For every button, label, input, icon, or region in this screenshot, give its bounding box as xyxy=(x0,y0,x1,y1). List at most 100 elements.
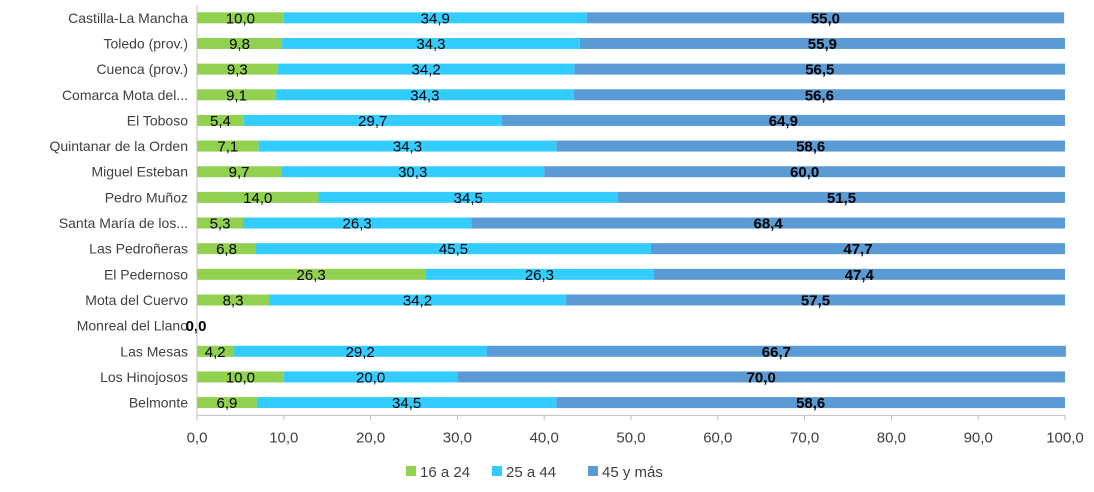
data-label-25-a-44-los-hinojosos: 20,0 xyxy=(356,369,385,386)
legend-swatch-45-y-mas xyxy=(588,466,598,476)
x-tick-label: 90,0 xyxy=(964,429,993,446)
data-label-25-a-44-castilla-la-mancha: 34,9 xyxy=(421,10,450,27)
data-label-45-y-mas-miguel-esteban: 60,0 xyxy=(790,164,819,181)
bar-16-a-24-santa-maria-de-los xyxy=(197,217,244,229)
bar-25-a-44-el-toboso xyxy=(243,114,502,126)
data-label-45-y-mas-las-pedroneras: 47,7 xyxy=(843,241,872,258)
bar-25-a-44-las-pedroneras xyxy=(256,243,651,255)
data-label-16-a-24-las-mesas: 4,2 xyxy=(205,344,226,361)
bar-16-a-24-pedro-munoz xyxy=(197,191,319,203)
data-label-25-a-44-miguel-esteban: 30,3 xyxy=(398,164,427,181)
data-label-16-a-24-las-pedroneras: 6,8 xyxy=(216,241,237,258)
data-label-45-y-mas-pedro-munoz: 51,5 xyxy=(827,190,856,207)
legend-label-25-a-44: 25 a 44 xyxy=(506,464,556,481)
bar-16-a-24-los-hinojosos xyxy=(197,371,284,383)
bar-45-y-mas-castilla-la-mancha xyxy=(586,12,1065,24)
legend-label-45-y-mas: 45 y más xyxy=(602,464,663,481)
data-label-25-a-44-mota-del-cuervo: 34,2 xyxy=(403,292,432,309)
bar-25-a-44-cuenca-prov xyxy=(277,63,575,75)
bar-16-a-24-belmonte xyxy=(197,397,257,409)
bar-45-y-mas-miguel-esteban xyxy=(544,166,1065,178)
data-label-16-a-24-cuenca-prov: 9,3 xyxy=(227,62,248,79)
bar-25-a-44-pedro-munoz xyxy=(318,191,618,203)
data-label-25-a-44-el-pedernoso: 26,3 xyxy=(525,267,554,284)
category-label-mota-del-cuervo: Mota del Cuervo xyxy=(85,292,188,308)
bar-16-a-24-mota-del-cuervo xyxy=(197,294,270,306)
data-label-45-y-mas-toledo-prov: 55,9 xyxy=(808,36,837,53)
x-tick-label: 30,0 xyxy=(443,429,472,446)
bar-45-y-mas-mota-del-cuervo xyxy=(565,294,1065,306)
x-tick-label: 70,0 xyxy=(790,429,819,446)
data-label-25-a-44-las-mesas: 29,2 xyxy=(346,344,375,361)
data-label-16-a-24-el-toboso: 5,4 xyxy=(210,113,231,130)
category-label-toledo-prov: Toledo (prov.) xyxy=(103,35,188,51)
bar-45-y-mas-quintanar-de-la-orden xyxy=(556,140,1065,152)
bar-45-y-mas-los-hinojosos xyxy=(457,371,1065,383)
bar-16-a-24-el-pedernoso xyxy=(197,268,426,280)
bar-45-y-mas-el-pedernoso xyxy=(653,268,1065,280)
category-label-las-pedroneras: Las Pedroñeras xyxy=(89,241,188,257)
category-label-quintanar-de-la-orden: Quintanar de la Orden xyxy=(49,138,188,154)
bar-16-a-24-quintanar-de-la-orden xyxy=(197,140,259,152)
bar-45-y-mas-las-mesas xyxy=(486,345,1066,357)
bar-16-a-24-castilla-la-mancha xyxy=(197,12,284,24)
bar-45-y-mas-santa-maria-de-los xyxy=(471,217,1066,229)
x-tick-label: 0,0 xyxy=(187,429,208,446)
data-label-16-a-24-mota-del-cuervo: 8,3 xyxy=(223,292,244,309)
data-label-25-a-44-pedro-munoz: 34,5 xyxy=(454,190,483,207)
data-label-45-y-mas-los-hinojosos: 70,0 xyxy=(747,369,776,386)
category-label-monreal-del-llano: Monreal del Llano xyxy=(77,318,189,334)
legend-swatch-25-a-44 xyxy=(492,466,502,476)
category-label-comarca-mota-del: Comarca Mota del... xyxy=(62,87,188,103)
bar-16-a-24-las-mesas xyxy=(197,345,234,357)
data-label-16-a-24-monreal-del-llano: 0,0 xyxy=(186,318,207,335)
category-label-el-pedernoso: El Pedernoso xyxy=(104,266,188,282)
bar-45-y-mas-belmonte xyxy=(556,397,1065,409)
data-label-45-y-mas-castilla-la-mancha: 55,0 xyxy=(811,10,840,27)
data-label-45-y-mas-el-toboso: 64,9 xyxy=(769,113,798,130)
data-label-16-a-24-los-hinojosos: 10,0 xyxy=(226,369,255,386)
bar-25-a-44-santa-maria-de-los xyxy=(243,217,472,229)
bar-25-a-44-las-mesas xyxy=(233,345,487,357)
bar-45-y-mas-el-toboso xyxy=(501,114,1066,126)
bar-25-a-44-los-hinojosos xyxy=(283,371,458,383)
bar-16-a-24-comarca-mota-del xyxy=(197,89,276,101)
bar-16-a-24-toledo-prov xyxy=(197,37,283,49)
x-tick-label: 60,0 xyxy=(703,429,732,446)
data-label-45-y-mas-mota-del-cuervo: 57,5 xyxy=(801,292,830,309)
legend-swatch-16-a-24 xyxy=(406,466,416,476)
data-label-25-a-44-belmonte: 34,5 xyxy=(392,395,421,412)
data-label-45-y-mas-cuenca-prov: 56,5 xyxy=(805,62,834,79)
category-label-los-hinojosos: Los Hinojosos xyxy=(100,369,188,385)
category-label-belmonte: Belmonte xyxy=(129,395,188,411)
data-label-25-a-44-toledo-prov: 34,3 xyxy=(416,36,445,53)
category-label-castilla-la-mancha: Castilla-La Mancha xyxy=(68,10,188,26)
data-label-45-y-mas-el-pedernoso: 47,4 xyxy=(845,267,875,284)
data-label-25-a-44-comarca-mota-del: 34,3 xyxy=(410,87,439,104)
legend-label-16-a-24: 16 a 24 xyxy=(420,464,470,481)
x-tick-label: 80,0 xyxy=(877,429,906,446)
bar-25-a-44-miguel-esteban xyxy=(281,166,545,178)
data-label-25-a-44-cuenca-prov: 34,2 xyxy=(412,62,441,79)
bar-45-y-mas-comarca-mota-del xyxy=(573,89,1065,101)
x-tick-label: 40,0 xyxy=(530,429,559,446)
data-label-16-a-24-castilla-la-mancha: 10,0 xyxy=(226,10,255,27)
data-label-16-a-24-toledo-prov: 9,8 xyxy=(229,36,250,53)
data-label-16-a-24-belmonte: 6,9 xyxy=(217,395,238,412)
x-tick-label: 20,0 xyxy=(356,429,385,446)
data-label-25-a-44-las-pedroneras: 45,5 xyxy=(439,241,468,258)
data-label-25-a-44-quintanar-de-la-orden: 34,3 xyxy=(393,139,422,156)
x-tick-label: 100,0 xyxy=(1046,429,1084,446)
data-label-16-a-24-quintanar-de-la-orden: 7,1 xyxy=(217,139,238,156)
bar-45-y-mas-pedro-munoz xyxy=(617,191,1065,203)
data-label-16-a-24-el-pedernoso: 26,3 xyxy=(297,267,326,284)
bar-16-a-24-miguel-esteban xyxy=(197,166,282,178)
data-label-45-y-mas-santa-maria-de-los: 68,4 xyxy=(754,216,784,233)
bar-16-a-24-cuenca-prov xyxy=(197,63,278,75)
bar-25-a-44-toledo-prov xyxy=(282,37,580,49)
bar-25-a-44-mota-del-cuervo xyxy=(269,294,566,306)
category-label-cuenca-prov: Cuenca (prov.) xyxy=(96,61,188,77)
data-label-16-a-24-pedro-munoz: 14,0 xyxy=(243,190,272,207)
category-label-santa-maria-de-los: Santa María de los... xyxy=(59,215,188,231)
